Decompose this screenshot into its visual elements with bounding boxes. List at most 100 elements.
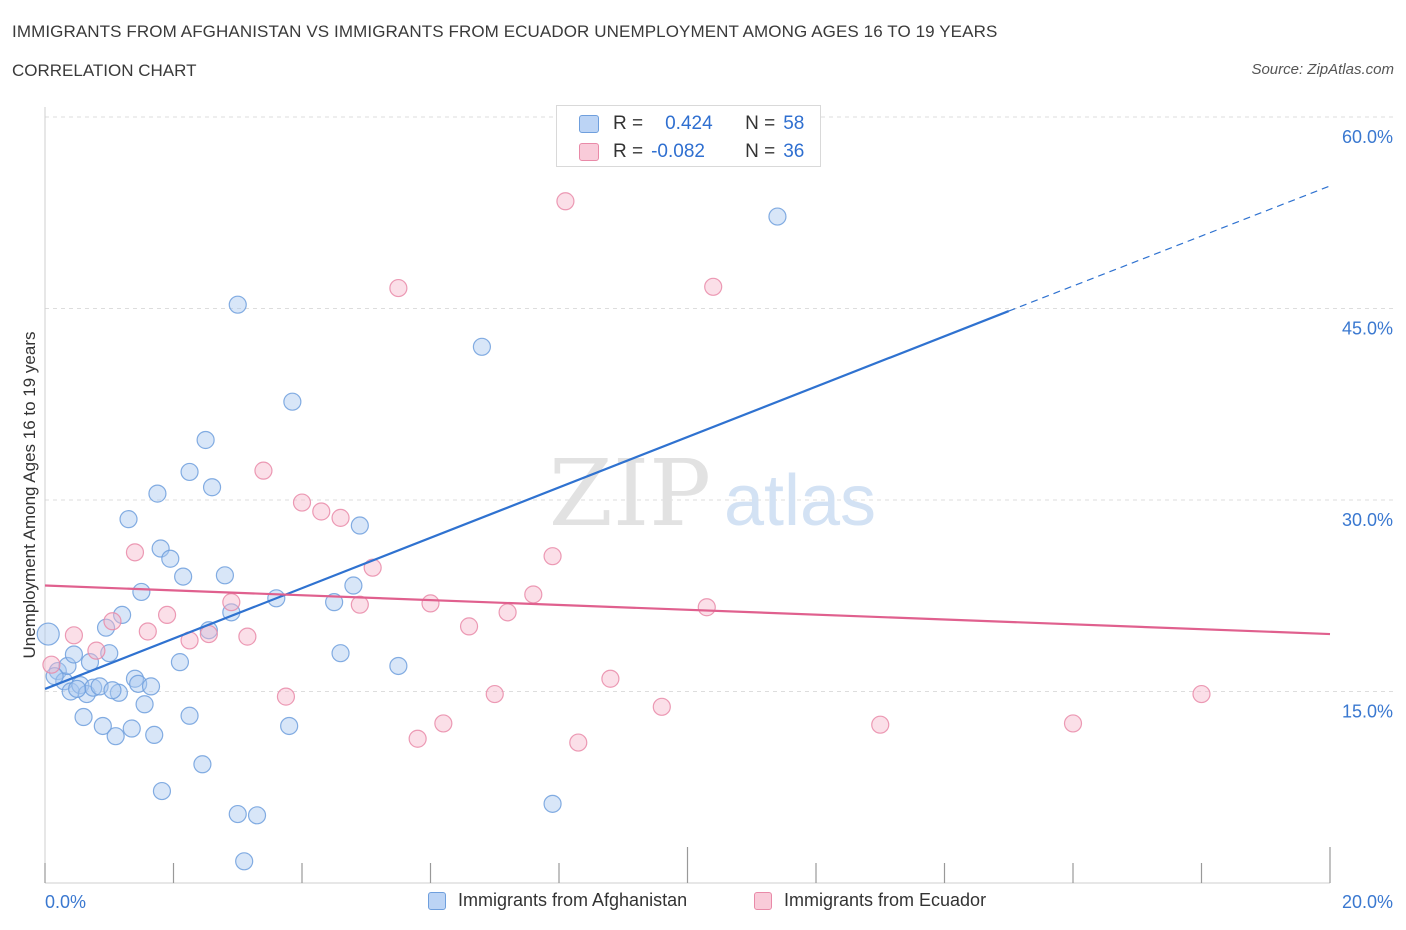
ecuador-point bbox=[254, 461, 273, 480]
ecuador-point bbox=[408, 729, 427, 748]
afghanistan-point bbox=[350, 516, 369, 535]
afghanistan-point bbox=[36, 622, 60, 646]
r-value: -0.082 bbox=[651, 141, 705, 162]
r-label: R = bbox=[613, 113, 644, 134]
afghanistan-point bbox=[125, 669, 145, 688]
afghanistan-point bbox=[768, 207, 787, 226]
afghanistan-point bbox=[325, 593, 344, 612]
ecuador-point bbox=[222, 593, 241, 612]
afghanistan-trend-extension bbox=[1008, 185, 1331, 312]
afghanistan-point bbox=[247, 806, 267, 825]
afghanistan-point bbox=[543, 794, 562, 813]
afghanistan-point bbox=[180, 462, 199, 482]
afghanistan-point bbox=[215, 566, 234, 585]
afghanistan-point bbox=[93, 716, 112, 736]
afghanistan-trend-line bbox=[44, 310, 1010, 690]
stats-row-ecuador: R = -0.082 N = 36 bbox=[579, 141, 804, 163]
afghanistan-point bbox=[193, 755, 212, 774]
afghanistan-point bbox=[174, 567, 193, 586]
ecuador-point bbox=[125, 543, 145, 562]
trend-lines bbox=[44, 185, 1331, 690]
afghanistan-point bbox=[145, 725, 164, 745]
ecuador-point bbox=[524, 585, 543, 604]
legend-swatch-icon bbox=[754, 891, 772, 910]
ecuador-point bbox=[498, 603, 517, 622]
series2-swatch-icon bbox=[579, 143, 599, 161]
ecuador-point bbox=[1063, 714, 1083, 733]
n-label: N = bbox=[745, 113, 776, 134]
afghanistan-point bbox=[344, 576, 363, 595]
afghanistan-point bbox=[141, 677, 161, 696]
ecuador-point bbox=[569, 733, 588, 752]
ecuador-point bbox=[292, 493, 312, 512]
afghanistan-point bbox=[122, 719, 141, 738]
ecuador-point bbox=[64, 626, 84, 645]
y-tick-label: 60.0% bbox=[1342, 127, 1393, 147]
stats-legend-box: R = 0.424 N = 58 R = -0.082 N = 36 bbox=[556, 105, 821, 167]
grid-lines bbox=[45, 116, 1395, 692]
ecuador-point bbox=[350, 595, 369, 614]
legend-item-ecuador[interactable]: Immigrants from Ecuador bbox=[754, 890, 986, 911]
ecuador-point bbox=[87, 641, 106, 660]
y-tick-label: 15.0% bbox=[1342, 702, 1393, 722]
r-value: 0.424 bbox=[665, 113, 713, 134]
ecuador-point bbox=[138, 622, 157, 641]
ecuador-point bbox=[238, 627, 257, 646]
afghanistan-point bbox=[228, 804, 247, 824]
legend-label: Immigrants from Afghanistan bbox=[458, 890, 688, 910]
afghanistan-point bbox=[148, 484, 167, 503]
ecuador-point bbox=[697, 598, 716, 617]
data-points bbox=[36, 192, 1211, 871]
afghanistan-point bbox=[135, 695, 154, 714]
afghanistan-point bbox=[68, 679, 87, 699]
ecuador-point bbox=[42, 655, 61, 674]
ecuador-point bbox=[276, 687, 296, 706]
ecuador-point bbox=[103, 612, 122, 631]
afghanistan-point bbox=[170, 653, 190, 672]
watermark-zip: ZIP bbox=[549, 440, 711, 547]
ecuador-point bbox=[871, 715, 890, 734]
ecuador-point bbox=[421, 594, 440, 613]
afghanistan-point bbox=[103, 681, 122, 700]
ecuador-point bbox=[485, 684, 504, 704]
chart-title: IMMIGRANTS FROM AFGHANISTAN VS IMMIGRANT… bbox=[12, 22, 998, 41]
r-label: R = bbox=[613, 141, 644, 162]
ecuador-point bbox=[389, 278, 408, 298]
ecuador-point bbox=[543, 547, 562, 566]
n-value: 58 bbox=[783, 113, 805, 134]
afghanistan-point bbox=[235, 852, 254, 871]
afghanistan-point bbox=[84, 678, 103, 697]
afghanistan-point bbox=[228, 295, 247, 314]
chart-legend: Immigrants from Afghanistan Immigrants f… bbox=[0, 890, 1406, 918]
ecuador-point bbox=[601, 669, 620, 688]
watermark: ZIP atlas bbox=[549, 440, 876, 547]
legend-swatch-icon bbox=[428, 891, 446, 910]
n-value: 36 bbox=[783, 141, 805, 162]
legend-label: Immigrants from Ecuador bbox=[784, 890, 987, 910]
ecuador-point bbox=[556, 192, 575, 211]
ecuador-trend-line bbox=[44, 584, 1331, 636]
afghanistan-point bbox=[106, 727, 125, 746]
y-tick-label: 45.0% bbox=[1342, 319, 1393, 339]
ecuador-point bbox=[157, 605, 177, 625]
ecuador-point bbox=[363, 558, 382, 577]
ecuador-point bbox=[1192, 684, 1211, 704]
afghanistan-point bbox=[161, 549, 180, 568]
afghanistan-point bbox=[196, 430, 215, 450]
x-tick-label: 0.0% bbox=[45, 892, 86, 912]
ecuador-point bbox=[312, 502, 331, 521]
afghanistan-point bbox=[132, 582, 151, 602]
afghanistan-point bbox=[119, 510, 138, 529]
series1-swatch-icon bbox=[579, 115, 599, 133]
legend-item-afghanistan[interactable]: Immigrants from Afghanistan bbox=[428, 890, 687, 911]
chart-subtitle: CORRELATION CHART bbox=[12, 61, 197, 80]
afghanistan-point bbox=[283, 392, 302, 411]
afghanistan-point bbox=[74, 707, 93, 727]
afghanistan-point bbox=[58, 656, 77, 676]
ecuador-point bbox=[704, 277, 723, 296]
afghanistan-point bbox=[180, 706, 199, 725]
afghanistan-point bbox=[152, 781, 172, 801]
afghanistan-point bbox=[331, 644, 350, 663]
axes: 15.0% 30.0% 45.0% 60.0% 0.0% 20.0% bbox=[44, 107, 1393, 912]
